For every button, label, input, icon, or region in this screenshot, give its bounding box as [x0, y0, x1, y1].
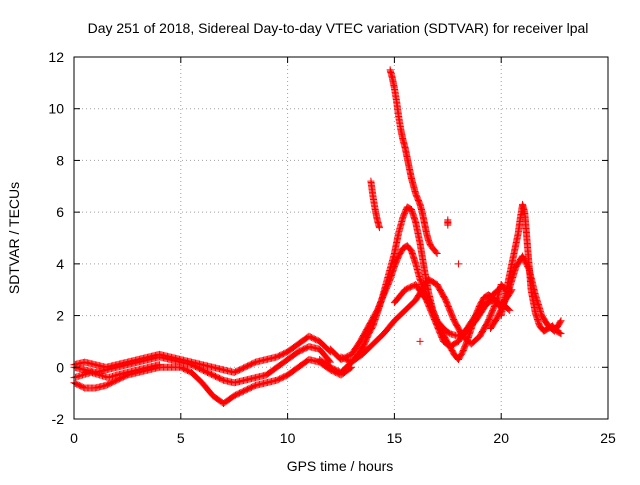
y-axis-label: SDTVAR / TECUs — [6, 182, 22, 294]
x-tick-label: 20 — [493, 430, 509, 446]
y-tick-label: 10 — [48, 101, 64, 117]
y-tick-label: 2 — [56, 308, 64, 324]
data-point — [557, 330, 565, 338]
x-tick-label: 15 — [387, 430, 403, 446]
data-point — [505, 305, 513, 313]
data-point — [556, 318, 564, 326]
y-tick-label: 8 — [56, 152, 64, 168]
axis-ticks: 0 5 10 15 20 25 -2 0 2 4 6 8 10 12 — [48, 49, 616, 446]
y-tick-label: 0 — [56, 359, 64, 375]
x-tick-label: 10 — [280, 430, 296, 446]
data-point — [416, 337, 424, 345]
data-point — [433, 250, 441, 258]
plot-frame — [73, 56, 609, 420]
x-tick-label: 25 — [600, 430, 616, 446]
data-point — [432, 248, 440, 256]
data-point — [454, 260, 462, 268]
data-point — [556, 329, 564, 337]
y-tick-label: 6 — [56, 204, 64, 220]
data-point — [557, 317, 565, 325]
x-tick-label: 0 — [70, 430, 78, 446]
y-tick-label: -2 — [52, 411, 65, 427]
y-tick-label: 4 — [56, 256, 64, 272]
data-point — [444, 216, 452, 224]
chart-title: Day 251 of 2018, Sidereal Day-to-day VTE… — [88, 20, 589, 36]
data-point — [375, 224, 383, 232]
y-tick-label: 12 — [48, 49, 64, 65]
data-points — [70, 66, 565, 407]
x-axis-label: GPS time / hours — [287, 458, 394, 474]
x-tick-label: 5 — [177, 430, 185, 446]
data-point — [506, 306, 514, 314]
data-point — [155, 361, 163, 369]
